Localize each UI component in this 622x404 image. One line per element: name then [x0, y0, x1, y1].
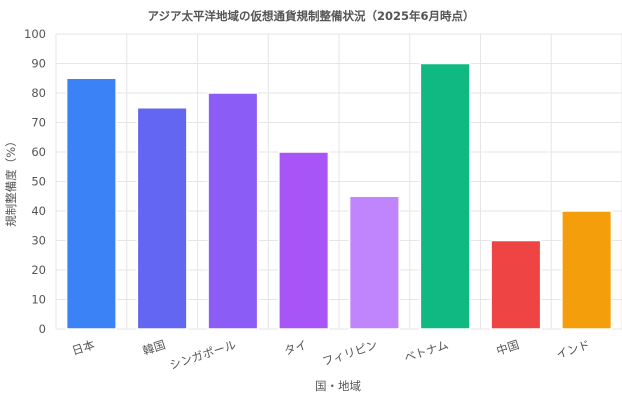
y-tick-label: 50: [31, 175, 46, 189]
y-axis-ticks: 0 10 20 30 40 50 60 70 80 90 100: [24, 27, 46, 336]
x-axis-ticks: 日本 韓国 シンガポール タイ フィリピン ベトナム 中国 インド: [70, 337, 591, 372]
bars: [65, 62, 613, 330]
bar: [348, 195, 400, 330]
y-tick-label: 10: [31, 293, 46, 307]
y-tick-label: 60: [31, 145, 46, 159]
bar: [136, 107, 188, 330]
x-tick-label: 日本: [70, 337, 97, 358]
chart-title: アジア太平洋地域の仮想通貨規制整備状況（2025年6月時点）: [147, 9, 474, 23]
y-tick-label: 100: [24, 27, 46, 41]
x-axis-title: 国・地域: [315, 379, 361, 393]
y-tick-label: 20: [31, 263, 46, 277]
y-tick-label: 0: [39, 322, 46, 336]
x-tick-label: 韓国: [141, 338, 167, 358]
x-tick-label: シンガポール: [168, 338, 238, 373]
y-tick-label: 70: [31, 116, 46, 130]
x-tick-label: フィリピン: [320, 338, 379, 369]
bar: [561, 210, 613, 330]
bar: [490, 239, 542, 330]
x-tick-label: インド: [554, 338, 591, 362]
y-axis-title: 規制整備度（%）: [4, 135, 18, 226]
bar: [419, 62, 471, 330]
x-tick-label: タイ: [282, 338, 308, 358]
bar: [65, 77, 117, 330]
x-tick-label: 中国: [495, 338, 521, 358]
y-tick-label: 40: [31, 204, 46, 218]
x-tick-label: ベトナム: [402, 338, 450, 365]
y-tick-label: 80: [31, 86, 46, 100]
bar: [278, 151, 330, 330]
y-tick-label: 30: [31, 234, 46, 248]
y-tick-label: 90: [31, 57, 46, 71]
bar: [207, 92, 259, 330]
